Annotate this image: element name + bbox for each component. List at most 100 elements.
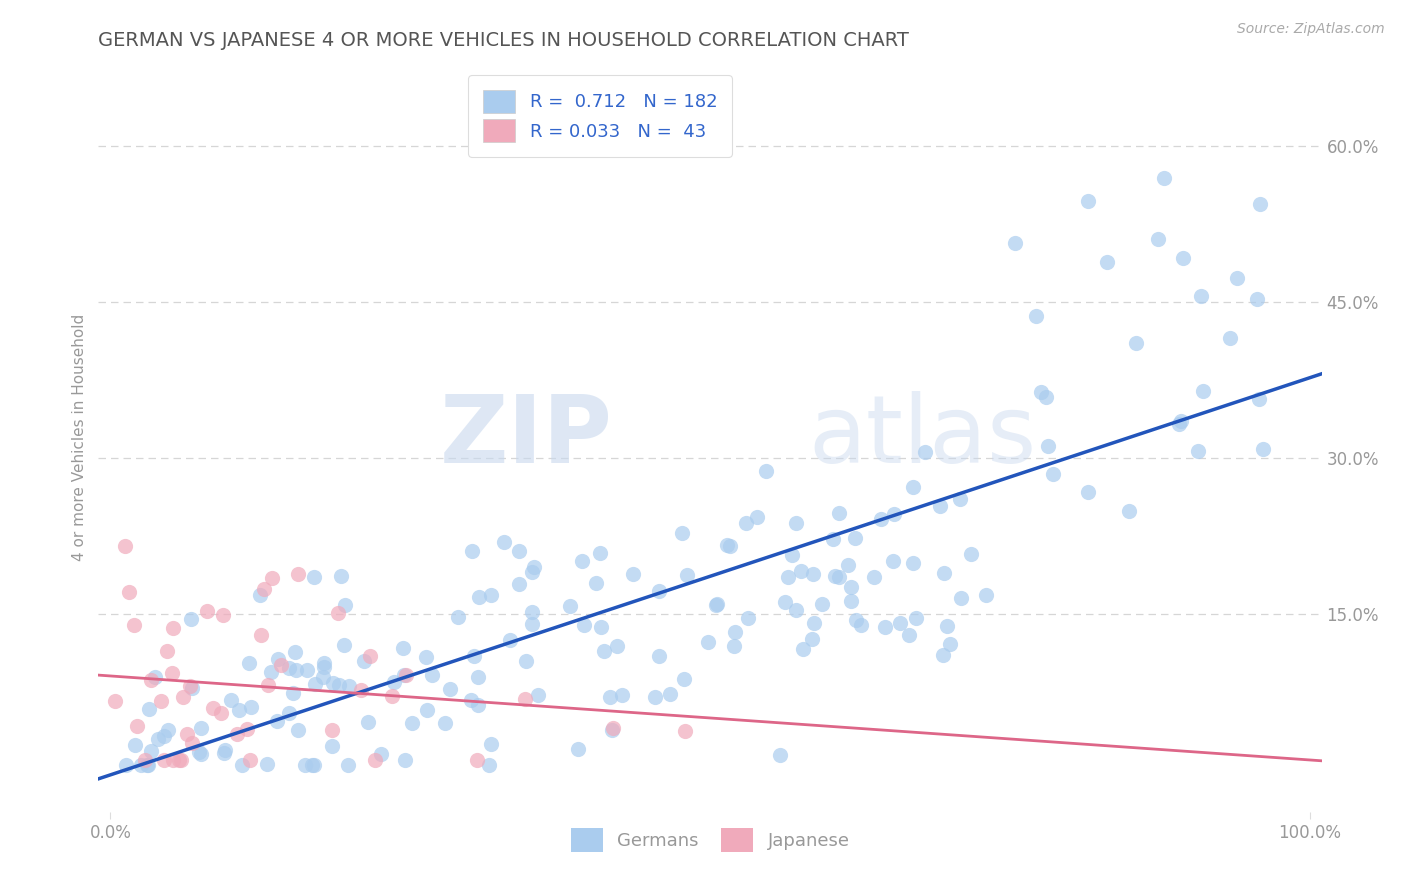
Point [1153,170,1175,185]
Point [901,480,924,494]
Point [1187,443,1209,458]
Point [172,690,194,705]
Point [433,716,456,731]
Point [898,628,921,642]
Point [904,611,927,625]
Point [839,594,862,608]
Point [225,727,247,741]
Point [439,682,461,697]
Point [792,641,814,656]
Point [188,745,211,759]
Point [150,693,173,707]
Point [253,582,276,596]
Point [769,748,792,763]
Point [256,678,278,692]
Point [249,588,271,602]
Point [811,598,834,612]
Point [284,664,307,678]
Point [606,639,628,653]
Point [139,744,162,758]
Point [755,464,778,478]
Point [828,570,851,584]
Point [723,639,745,653]
Point [176,727,198,741]
Point [124,738,146,752]
Point [179,679,201,693]
Point [228,703,250,717]
Point [287,723,309,737]
Point [219,693,242,707]
Point [960,547,983,561]
Point [621,566,644,581]
Point [304,758,326,772]
Point [801,632,824,646]
Point [572,617,595,632]
Point [658,687,681,701]
Point [773,595,796,609]
Point [1118,504,1140,518]
Point [136,758,159,772]
Point [391,640,413,655]
Point [724,625,747,640]
Point [1042,467,1064,481]
Point [278,661,301,675]
Point [1077,194,1099,208]
Point [266,714,288,729]
Point [785,516,807,530]
Point [644,690,666,704]
Point [294,758,316,772]
Point [478,758,501,772]
Point [350,683,373,698]
Point [1168,417,1191,431]
Point [1246,292,1268,306]
Point [837,558,859,573]
Point [882,554,904,568]
Point [330,568,353,582]
Point [785,603,807,617]
Point [463,648,485,663]
Point [602,723,624,737]
Point [803,566,825,581]
Point [914,444,936,458]
Point [370,747,392,762]
Point [863,570,886,584]
Point [231,758,253,772]
Point [162,621,184,635]
Point [337,680,360,694]
Point [156,644,179,658]
Point [935,619,957,633]
Point [333,598,356,612]
Point [401,716,423,731]
Point [673,672,696,686]
Point [1095,255,1118,269]
Point [950,591,973,606]
Point [314,656,336,670]
Point [1249,197,1271,211]
Point [903,556,925,570]
Point [125,719,148,733]
Text: GERMAN VS JAPANESE 4 OR MORE VEHICLES IN HOUSEHOLD CORRELATION CHART: GERMAN VS JAPANESE 4 OR MORE VEHICLES IN… [98,30,910,50]
Point [499,632,522,647]
Point [1191,384,1213,399]
Point [1035,390,1057,404]
Point [321,739,343,753]
Point [328,678,350,692]
Point [162,753,184,767]
Point [395,668,418,682]
Point [446,610,468,624]
Point [467,670,489,684]
Point [415,650,437,665]
Point [465,753,488,767]
Point [1025,309,1047,323]
Point [209,706,232,721]
Point [297,663,319,677]
Point [520,605,543,619]
Point [134,753,156,767]
Point [789,564,811,578]
Point [322,675,344,690]
Point [190,747,212,762]
Point [239,753,262,767]
Point [160,666,183,681]
Point [468,591,491,605]
Point [974,588,997,602]
